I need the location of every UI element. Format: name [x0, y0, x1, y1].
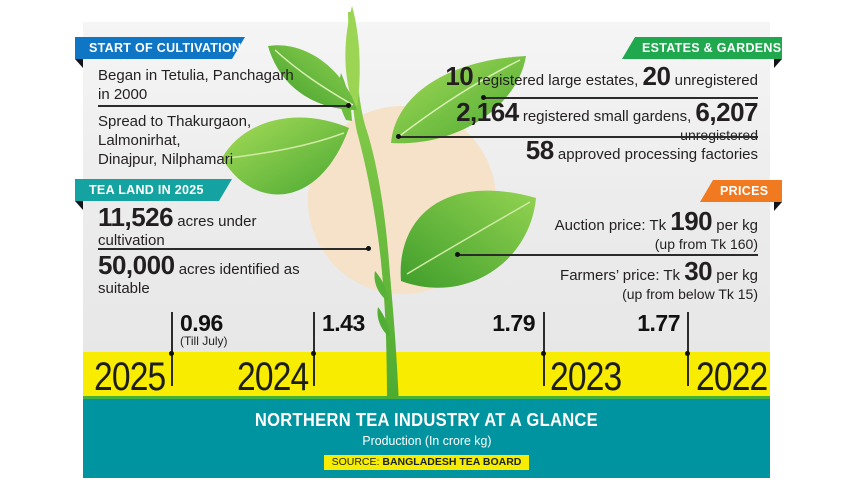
timeline-tick-2023 [541, 312, 546, 386]
estates-large-text: 10 registered large estates, 20 unregist… [430, 63, 758, 90]
year-label-2022: 2022 [696, 355, 768, 399]
leader-line-estates-1 [481, 95, 758, 100]
farmers-price-note: (up from below Tk 15) [622, 286, 758, 302]
leader-line-tea-land [98, 246, 371, 251]
production-value-2024: 1.43 [322, 310, 365, 336]
auction-price-note: (up from Tk 160) [654, 236, 758, 252]
leader-line-estates-2 [396, 134, 758, 139]
leader-line-cultivation [98, 103, 351, 108]
timeline-tick-2022 [685, 312, 690, 386]
leader-line-prices [455, 252, 758, 257]
acres-under-cultivation: 11,526 [98, 202, 174, 232]
leader-dot [346, 103, 351, 108]
gardens-unregistered-count: 6,207 [695, 97, 758, 127]
auction-price-text: Auction price: Tk 190 per kg (up from Tk… [490, 208, 758, 254]
estates-large-unregistered-count: 20 [642, 61, 671, 91]
infographic-subtitle: Production (In crore kg) [361, 433, 492, 448]
estates-large-unreg-label: unregistered [670, 72, 758, 89]
ribbon-fold-icon [774, 202, 782, 211]
value-2025-note: (Till July) [180, 334, 228, 348]
source-chip: SOURCE: BANGLADESH TEA BOARD [323, 455, 530, 470]
year-label-2025: 2025 [94, 355, 166, 399]
estates-large-registered-count: 10 [445, 61, 474, 91]
badge-tea-land: TEA LAND IN 2025 [75, 179, 232, 201]
tick-dot [541, 351, 546, 356]
band-divider-line [83, 396, 770, 399]
source-name: BANGLADESH TEA BOARD [382, 456, 522, 468]
timeline-tick-2025 [169, 312, 174, 386]
badge-estates-gardens: ESTATES & GARDENS [622, 37, 782, 59]
acres-cultivation-label: acres under cultivation [98, 213, 257, 249]
production-value-2023: 1.79 [492, 310, 535, 336]
estates-large-label: registered large estates, [473, 72, 643, 89]
cultivation-began-text: Began in Tetulia, Panchagarh in 2000 [98, 67, 294, 103]
infographic-title: NORTHERN TEA INDUSTRY AT A GLANCE [254, 410, 599, 430]
leader-dot [366, 246, 371, 251]
farmers-price-value: 30 [684, 256, 713, 286]
tea-land-cultivated-text: 11,526 acres under cultivation [98, 204, 303, 250]
farmers-price-unit: per kg [712, 267, 758, 284]
gardens-label: registered small gardens, [518, 108, 696, 125]
estates-small-text: 2,164 registered small gardens, 6,207 un… [428, 99, 758, 145]
ribbon-fold-icon [75, 201, 83, 210]
year-label-2024: 2024 [237, 355, 309, 399]
auction-price-unit: per kg [712, 217, 758, 234]
year-label-2023: 2023 [550, 355, 622, 399]
value-2025: 0.96 [180, 310, 223, 336]
leader-dot [396, 134, 401, 139]
footer-bar: NORTHERN TEA INDUSTRY AT A GLANCE Produc… [83, 399, 770, 478]
factories-count: 58 [525, 135, 554, 165]
production-value-2025: 0.96 (Till July) [180, 311, 228, 348]
leader-dot [455, 252, 460, 257]
cultivation-spread-text: Spread to Thakurgaon, Lalmonirhat, Dinaj… [98, 113, 252, 168]
farmers-price-label: Farmers’ price: Tk [560, 267, 685, 284]
auction-price-label: Auction price: Tk [554, 217, 671, 234]
gardens-unreg-label: unregistered [680, 127, 758, 143]
tick-dot [685, 351, 690, 356]
ribbon-fold-icon [75, 59, 83, 68]
source-prefix: SOURCE: [331, 456, 383, 468]
timeline-year-band [83, 352, 770, 396]
auction-price-value: 190 [670, 206, 713, 236]
gardens-registered-count: 2,164 [456, 97, 519, 127]
leader-dot [481, 95, 486, 100]
badge-start-of-cultivation: START OF CULTIVATION [75, 37, 245, 59]
tick-dot [169, 351, 174, 356]
tick-dot [311, 351, 316, 356]
ribbon-fold-icon [774, 59, 782, 68]
badge-prices: PRICES [700, 180, 782, 202]
production-value-2022: 1.77 [637, 310, 680, 336]
acres-suitable-label: acres identified as suitable [98, 261, 300, 297]
factories-label: approved processing factories [553, 146, 758, 163]
farmers-price-text: Farmers’ price: Tk 30 per kg (up from be… [490, 258, 758, 304]
tea-land-suitable-text: 50,000 acres identified as suitable [98, 252, 308, 298]
factories-text: 58 approved processing factories [430, 137, 758, 164]
acres-identified-suitable: 50,000 [98, 250, 175, 280]
timeline-tick-2024 [311, 312, 316, 386]
